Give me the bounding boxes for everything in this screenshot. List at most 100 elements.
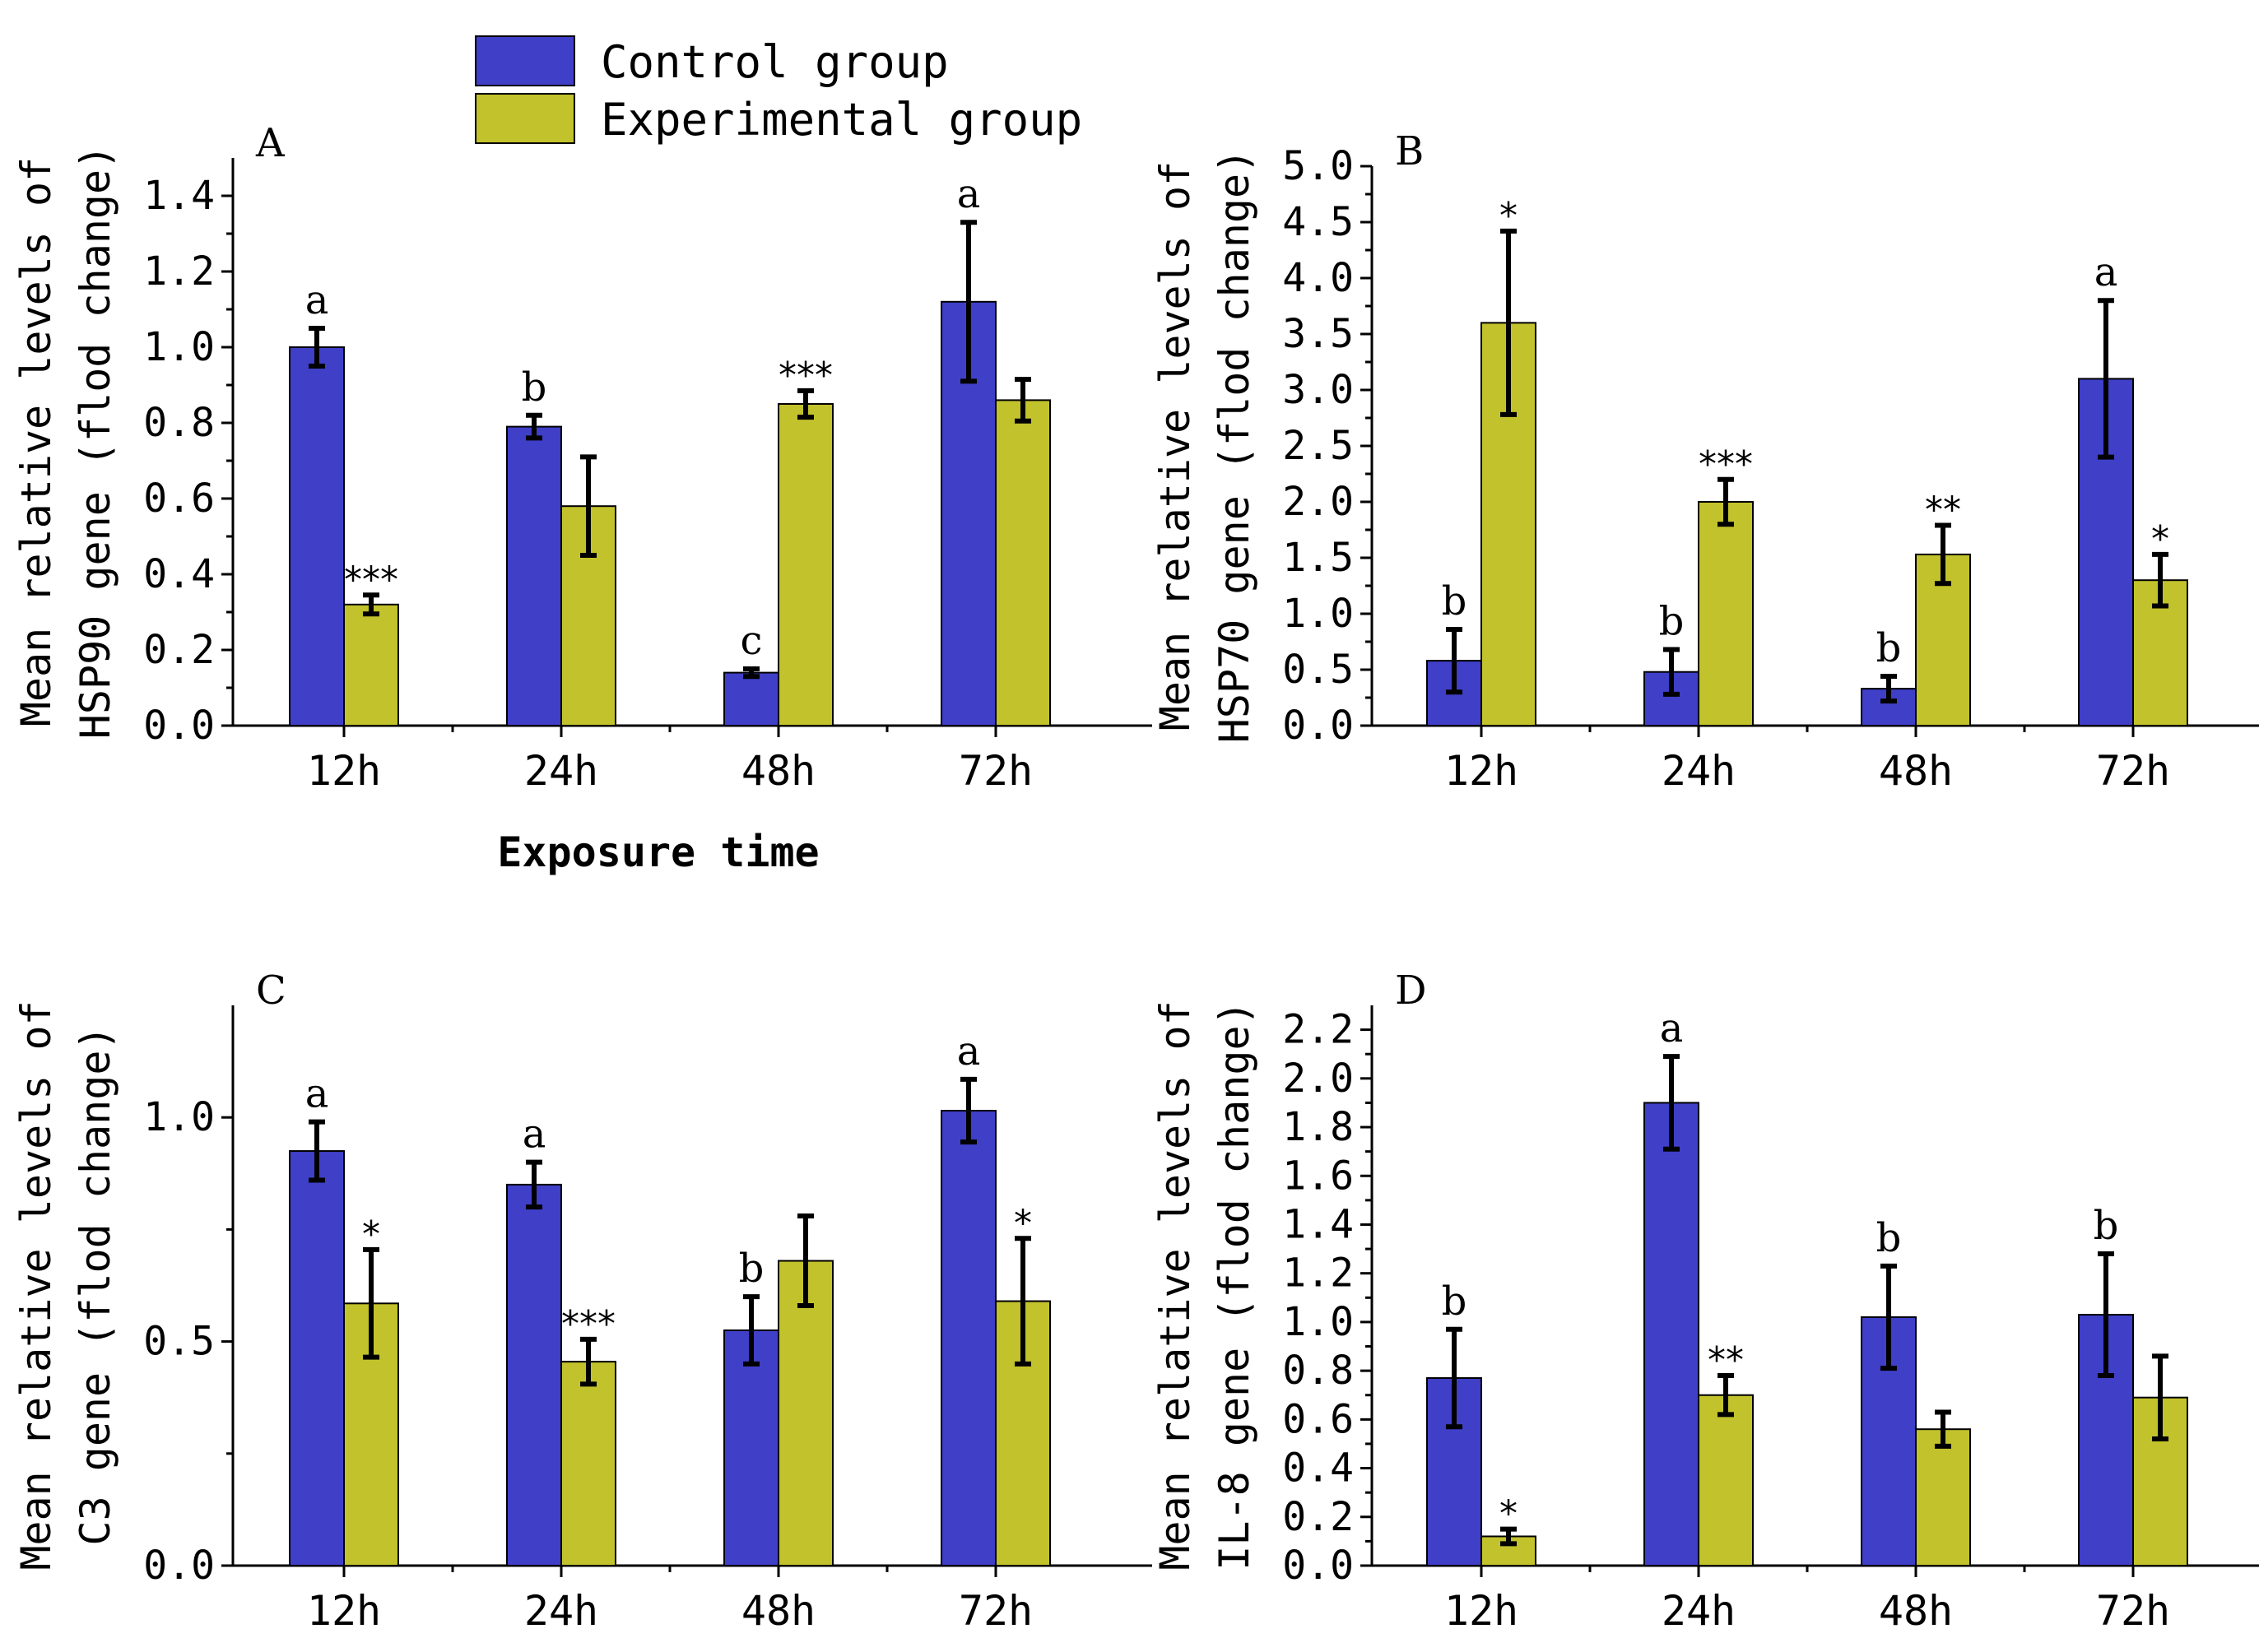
group-letter-label: a bbox=[2094, 249, 2118, 295]
y-tick-label: 5.0 bbox=[1282, 143, 1354, 189]
group-letter-label: c bbox=[741, 618, 763, 664]
y-tick-label: 0.0 bbox=[143, 1543, 215, 1589]
x-tick-label: 72h bbox=[2096, 747, 2170, 795]
x-tick-label: 24h bbox=[524, 747, 598, 795]
bar-control bbox=[289, 1150, 345, 1567]
bar-experimental bbox=[560, 1361, 616, 1566]
y-tick-label: 2.0 bbox=[1282, 1056, 1354, 1102]
y-axis-label-line2: IL-8 gene (flod change) bbox=[1211, 1000, 1258, 1570]
group-letter-label: a bbox=[523, 1111, 546, 1158]
y-tick-label: 1.2 bbox=[143, 248, 215, 295]
significance-label: * bbox=[1499, 1493, 1518, 1535]
y-tick-label: 0.2 bbox=[143, 627, 215, 673]
significance-label: * bbox=[1499, 195, 1518, 237]
bar-control bbox=[941, 1110, 997, 1566]
y-tick-label: 1.5 bbox=[1282, 535, 1354, 581]
group-letter-label: b bbox=[1659, 599, 1685, 645]
bar-control bbox=[506, 1183, 562, 1567]
y-axis-label-line2: HSP90 gene (flod change) bbox=[72, 145, 119, 739]
x-tick-label: 72h bbox=[959, 1587, 1033, 1635]
legend: Control group Experimental group bbox=[475, 35, 1082, 146]
y-tick-label: 2.2 bbox=[1282, 1007, 1354, 1053]
y-tick-label: 1.0 bbox=[1282, 591, 1354, 637]
legend-swatch-experimental bbox=[475, 93, 575, 144]
x-tick-label: 12h bbox=[307, 747, 381, 795]
y-tick-label: 1.2 bbox=[1282, 1251, 1354, 1297]
legend-label-experimental: Experimental group bbox=[601, 94, 1082, 146]
group-letter-label: b bbox=[1876, 625, 1902, 671]
y-tick-label: 2.5 bbox=[1282, 423, 1354, 469]
x-tick-label: 48h bbox=[1879, 747, 1953, 795]
panel-letter: D bbox=[1395, 968, 1426, 1014]
y-tick-label: 1.6 bbox=[1282, 1153, 1354, 1199]
significance-label: * bbox=[2151, 518, 2169, 560]
y-tick-label: 1.4 bbox=[143, 173, 215, 219]
x-tick-label: 12h bbox=[1444, 1587, 1518, 1635]
legend-swatch-control bbox=[475, 35, 575, 86]
y-tick-label: 0.0 bbox=[143, 703, 215, 749]
chart-panel-b: 0.0 0.5 1.0 1.5 2.0 2.5 3.0 3.5 4.0 4.5 5.0 12h 24h 4… bbox=[1151, 128, 2259, 795]
significance-label: * bbox=[362, 1213, 380, 1255]
bar-experimental bbox=[1698, 1394, 1754, 1566]
y-tick-label: 1.4 bbox=[1282, 1201, 1354, 1247]
y-tick-label: 2.0 bbox=[1282, 479, 1354, 525]
group-letter-label: b bbox=[1876, 1215, 1902, 1261]
y-axis-label-line2: C3 gene (flod change) bbox=[72, 1025, 119, 1545]
group-letter-label: b bbox=[1442, 1278, 1467, 1325]
y-tick-label: 0.6 bbox=[1282, 1396, 1354, 1442]
bar-control bbox=[723, 671, 779, 726]
y-axis-label-line1: Mean relative levels of bbox=[12, 157, 60, 726]
significance-label: *** bbox=[561, 1303, 616, 1345]
chart-panel-a: 0.0 0.2 0.4 0.6 0.8 1.0 1.2 1.4 12h 24h 48h 72h A Mea… bbox=[12, 120, 1152, 795]
significance-label: ** bbox=[1708, 1339, 1744, 1381]
x-tick-label: 48h bbox=[741, 747, 816, 795]
x-tick-label: 12h bbox=[307, 1587, 381, 1635]
y-axis-label-line1: Mean relative levels of bbox=[1151, 1000, 1199, 1570]
x-axis-label: Exposure time bbox=[497, 828, 819, 876]
group-letter-label: a bbox=[305, 277, 329, 323]
significance-label: *** bbox=[344, 559, 398, 601]
y-tick-label: 3.0 bbox=[1282, 367, 1354, 413]
y-axis-label-line2: HSP70 gene (flod change) bbox=[1211, 149, 1258, 743]
group-letter-label: b bbox=[2094, 1203, 2119, 1249]
y-tick-label: 4.0 bbox=[1282, 255, 1354, 301]
significance-label: ** bbox=[1925, 490, 1961, 531]
legend-label-control: Control group bbox=[601, 36, 949, 88]
group-letter-label: a bbox=[305, 1071, 329, 1117]
y-tick-label: 4.5 bbox=[1282, 199, 1354, 245]
bar-experimental bbox=[995, 399, 1051, 726]
significance-label: *** bbox=[779, 355, 833, 397]
bar-control bbox=[289, 346, 345, 726]
group-letter-label: a bbox=[1660, 1005, 1684, 1051]
y-tick-label: 0.8 bbox=[143, 400, 215, 446]
x-tick-label: 12h bbox=[1444, 747, 1518, 795]
x-tick-label: 48h bbox=[741, 1587, 816, 1635]
bar-experimental bbox=[778, 1260, 834, 1566]
y-tick-label: 0.6 bbox=[143, 476, 215, 522]
y-tick-label: 1.0 bbox=[1282, 1299, 1354, 1345]
panel-letter: A bbox=[255, 120, 286, 166]
x-tick-label: 24h bbox=[1662, 1587, 1736, 1635]
group-letter-label: b bbox=[739, 1246, 765, 1292]
panel-letter: B bbox=[1395, 128, 1424, 174]
chart-panel-c: 0.0 0.5 1.0 12h 24h 48h 72h C Mean relative leve… bbox=[12, 968, 1152, 1635]
x-tick-label: 24h bbox=[1662, 747, 1736, 795]
bar-experimental bbox=[778, 403, 834, 726]
bar-experimental bbox=[1915, 1428, 1971, 1566]
bar-control bbox=[1643, 1102, 1699, 1567]
y-axis-label-line1: Mean relative levels of bbox=[12, 1000, 60, 1570]
x-tick-label: 48h bbox=[1879, 1587, 1953, 1635]
group-letter-label: b bbox=[522, 364, 547, 411]
panel-letter: C bbox=[256, 968, 286, 1014]
y-tick-label: 0.2 bbox=[1282, 1494, 1354, 1540]
x-tick-label: 72h bbox=[2096, 1587, 2170, 1635]
x-tick-label: 72h bbox=[959, 747, 1033, 795]
y-tick-label: 0.5 bbox=[143, 1319, 215, 1365]
y-tick-label: 0.4 bbox=[143, 551, 215, 597]
y-axis-label-line1: Mean relative levels of bbox=[1151, 161, 1199, 731]
y-tick-label: 0.0 bbox=[1282, 703, 1354, 749]
y-tick-label: 1.8 bbox=[1282, 1104, 1354, 1150]
group-letter-label: a bbox=[957, 171, 981, 217]
group-letter-label: b bbox=[1442, 578, 1467, 624]
